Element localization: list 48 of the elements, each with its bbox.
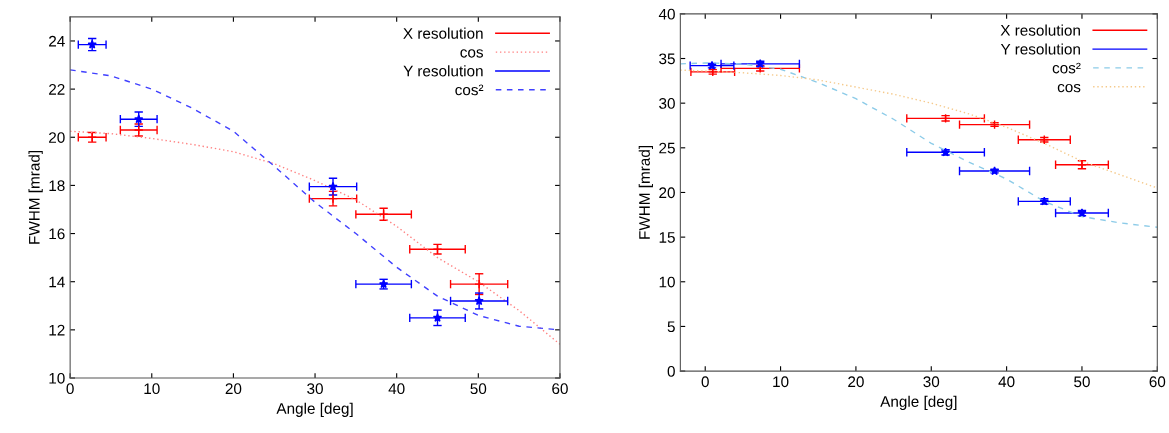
legend-label: Y resolution: [403, 65, 483, 77]
line-series: [680, 62, 1158, 228]
x-tick-label: 20: [225, 383, 242, 395]
y-tick-label: 20: [49, 132, 65, 143]
x-tick-label: 20: [848, 376, 864, 388]
x-tick-label: 30: [307, 383, 323, 395]
y-tick-label: 40: [658, 8, 675, 20]
point: [474, 296, 484, 306]
legend-label: cos²: [1052, 62, 1081, 74]
y-axis-title: FWHM [mrad]: [638, 146, 653, 239]
point: [474, 279, 484, 289]
x-tick-label: 40: [998, 376, 1015, 388]
legend-label: cos²: [455, 84, 484, 96]
x-tick-label: 30: [923, 376, 940, 388]
x-tick-label: 0: [701, 376, 709, 388]
y-tick-label: 22: [49, 83, 65, 95]
y-tick-label: 12: [49, 324, 65, 336]
x-tick-label: 10: [144, 383, 160, 395]
x-axis-title: Angle [deg]: [880, 395, 957, 410]
y-tick-label: 25: [659, 142, 675, 154]
x-tick-label: 60: [1149, 376, 1166, 388]
y-tick-label: 15: [659, 232, 675, 243]
x-tick-label: 50: [470, 383, 487, 395]
x-tick-label: 60: [552, 383, 568, 395]
y-tick-label: 10: [659, 276, 675, 288]
legend-label: cos: [460, 49, 484, 58]
x-axis-title: Angle [deg]: [276, 402, 353, 417]
line-series: [70, 130, 560, 345]
y-tick-label: 24: [49, 35, 65, 47]
y-tick-label: 30: [659, 98, 675, 109]
y-tick-label: 18: [49, 180, 65, 192]
y-tick-label: 35: [659, 53, 675, 65]
x-tick-label: 10: [773, 376, 789, 388]
y-axis-title: FWHM [mrad]: [28, 151, 43, 244]
legend-label: X resolution: [1000, 24, 1080, 36]
x-tick-label: 40: [388, 383, 405, 395]
y-tick-label: 20: [659, 187, 675, 199]
y-tick-label: 14: [49, 276, 65, 288]
y-tick-label: 5: [667, 321, 675, 333]
x-tick-label: 0: [66, 383, 74, 395]
x-tick-label: 50: [1074, 376, 1090, 388]
point: [134, 114, 144, 124]
y-tick-label: 16: [49, 228, 65, 240]
legend-label: Y resolution: [1000, 43, 1080, 55]
legend-label: X resolution: [403, 27, 483, 39]
point: [432, 312, 443, 322]
legend-label: cos: [1057, 83, 1081, 93]
y-tick-label: 0: [667, 365, 675, 377]
